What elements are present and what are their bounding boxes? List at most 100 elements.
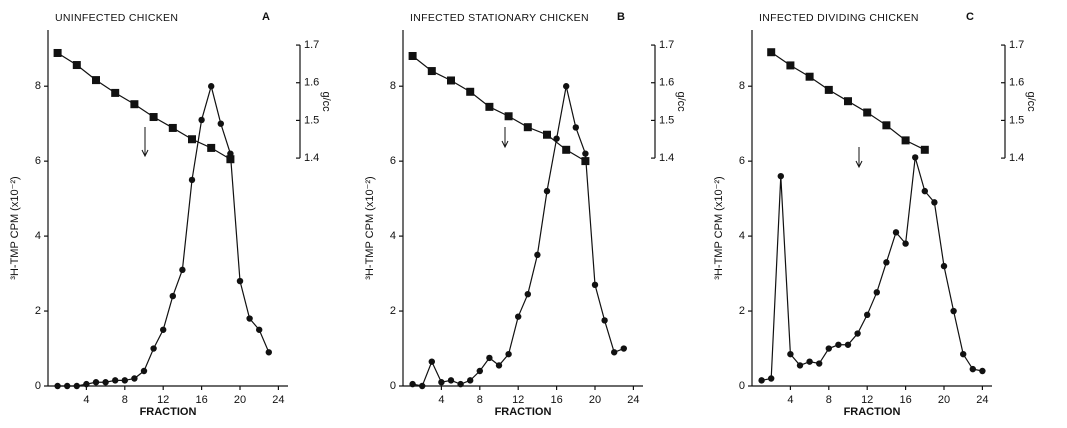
- circle-marker: [582, 150, 589, 157]
- y-tick-label: 4: [35, 230, 41, 242]
- square-marker: [226, 155, 235, 164]
- y2-tick-label: 1.5: [659, 114, 674, 126]
- circle-marker: [112, 377, 119, 384]
- circle-marker: [495, 362, 503, 369]
- y2-tick-label: 1.5: [1009, 114, 1024, 126]
- y-tick-label: 0: [390, 380, 396, 392]
- square-marker: [111, 88, 120, 97]
- square-marker: [562, 145, 571, 154]
- circle-marker: [179, 266, 186, 274]
- circle-marker: [979, 367, 986, 375]
- series-line: [412, 86, 625, 387]
- y2-axis-label: g/cc: [1025, 91, 1037, 112]
- circle-marker: [591, 281, 599, 289]
- y2-tick-label: 1.4: [304, 152, 319, 164]
- y-tick-label: 4: [739, 230, 745, 242]
- circle-marker: [131, 375, 138, 382]
- panel-label: B: [617, 11, 625, 23]
- square-marker: [882, 121, 891, 130]
- y-tick-label: 8: [390, 80, 396, 92]
- series-line: [57, 83, 270, 387]
- circle-marker: [787, 350, 794, 358]
- circle-marker: [816, 360, 823, 367]
- circle-marker: [892, 229, 900, 236]
- y2-tick-label: 1.6: [659, 77, 674, 89]
- circle-marker: [169, 292, 176, 300]
- y-tick-label: 4: [390, 230, 396, 242]
- square-marker: [168, 123, 177, 132]
- x-tick-label: 4: [438, 394, 444, 406]
- panel-label: C: [966, 11, 974, 23]
- circle-marker: [543, 187, 551, 195]
- circle-marker: [198, 116, 205, 124]
- y2-tick-label: 1.7: [659, 39, 674, 51]
- x-tick-label: 24: [976, 394, 988, 406]
- y2-axis-label: g/cc: [320, 91, 332, 112]
- circle-marker: [63, 382, 71, 390]
- circle-marker: [236, 277, 244, 285]
- circle-marker: [758, 377, 765, 384]
- circle-marker: [835, 341, 842, 348]
- square-marker: [920, 145, 929, 154]
- circle-marker: [92, 379, 100, 386]
- square-marker: [543, 130, 551, 139]
- x-tick-label: 4: [787, 394, 793, 406]
- y-tick-label: 2: [35, 305, 41, 317]
- x-tick-label: 16: [550, 394, 562, 406]
- x-tick-label: 24: [272, 394, 284, 406]
- series-line: [57, 52, 231, 160]
- y2-tick-label: 1.6: [304, 77, 319, 89]
- panel-title: UNINFECTED CHICKEN: [55, 12, 178, 24]
- square-marker: [53, 48, 62, 57]
- square-marker: [130, 100, 139, 109]
- y-tick-label: 2: [390, 305, 396, 317]
- circle-marker: [873, 289, 880, 296]
- circle-marker: [921, 187, 928, 195]
- square-marker: [466, 87, 475, 96]
- square-marker: [824, 85, 833, 94]
- y-axis-label: ³H-TMP CPM (x10⁻²): [9, 176, 21, 279]
- x-tick-label: 8: [122, 394, 128, 406]
- circle-marker: [940, 262, 948, 270]
- circle-marker: [438, 379, 445, 386]
- series-line: [761, 157, 983, 381]
- circle-marker: [256, 326, 263, 333]
- x-axis-label: FRACTION: [844, 406, 901, 418]
- square-marker: [408, 51, 417, 60]
- circle-marker: [950, 307, 957, 315]
- circle-marker: [121, 377, 128, 384]
- circle-marker: [188, 176, 196, 184]
- series-line: [412, 55, 586, 162]
- circle-marker: [515, 313, 522, 320]
- circle-marker: [428, 358, 435, 365]
- square-marker: [504, 112, 513, 121]
- circle-marker: [246, 315, 253, 322]
- square-marker: [188, 135, 196, 144]
- circle-marker: [505, 350, 512, 358]
- circle-marker: [806, 358, 813, 365]
- circle-marker: [457, 380, 464, 388]
- circle-marker: [864, 311, 871, 318]
- circle-marker: [611, 349, 618, 356]
- square-marker: [805, 72, 814, 81]
- x-tick-label: 8: [477, 394, 483, 406]
- circle-marker: [217, 120, 224, 127]
- arrow: [501, 127, 509, 149]
- y2-tick-label: 1.4: [1009, 152, 1024, 164]
- y2-tick-label: 1.5: [304, 114, 319, 126]
- square-marker: [523, 123, 532, 132]
- x-tick-label: 20: [234, 394, 246, 406]
- x-tick-label: 12: [861, 394, 873, 406]
- y-tick-label: 8: [739, 80, 745, 92]
- circle-marker: [419, 382, 426, 390]
- circle-marker: [768, 375, 775, 382]
- circle-marker: [54, 382, 61, 390]
- circle-marker: [140, 367, 148, 375]
- square-marker: [767, 48, 776, 57]
- arrows: [141, 127, 863, 169]
- x-tick-label: 20: [589, 394, 601, 406]
- circle-marker: [912, 154, 919, 161]
- panel: INFECTED STATIONARY CHICKEN B FRACTION ³H-T…: [364, 11, 687, 418]
- y2-tick-label: 1.4: [659, 152, 674, 164]
- circle-marker: [854, 330, 861, 337]
